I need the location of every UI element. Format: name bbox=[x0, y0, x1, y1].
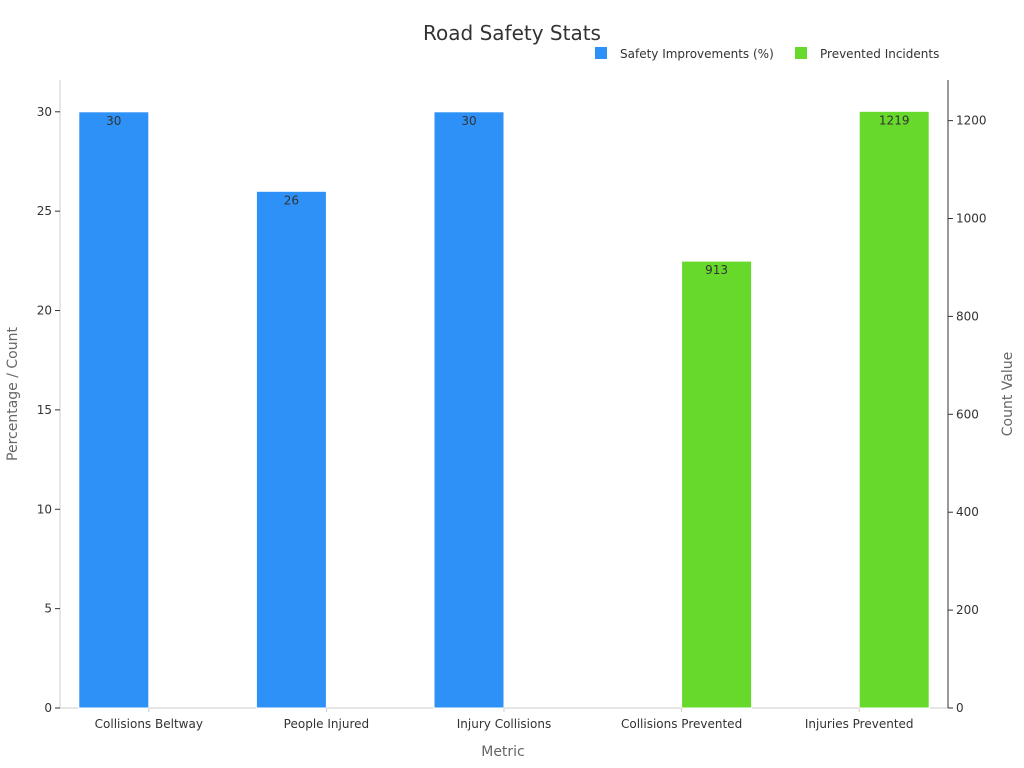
left-tick-label: 15 bbox=[37, 403, 52, 417]
bar-prevented-incidents-injuries-prevented bbox=[858, 110, 930, 709]
y-axis-title: Percentage / Count bbox=[5, 327, 21, 461]
bar-safety-improvements-collisions-beltway bbox=[78, 111, 150, 709]
right-axis-ticks: 0 200 400 600 800 1000 1200 bbox=[948, 114, 987, 715]
left-tick-label: 30 bbox=[37, 105, 52, 119]
x-tick-label: Collisions Beltway bbox=[95, 717, 203, 731]
bar-labels: 30 26 30 913 1219 bbox=[106, 113, 909, 277]
right-tick-label: 400 bbox=[956, 505, 979, 519]
legend-swatch-prevented-incidents bbox=[795, 47, 807, 59]
right-tick-label: 1000 bbox=[956, 212, 987, 226]
left-tick-label: 25 bbox=[37, 204, 52, 218]
right-tick-label: 800 bbox=[956, 309, 979, 323]
legend: Safety Improvements (%) Prevented Incide… bbox=[595, 47, 939, 61]
bar-value-label: 30 bbox=[106, 114, 121, 128]
x-tick-label: Collisions Prevented bbox=[621, 717, 742, 731]
left-tick-label: 5 bbox=[44, 602, 52, 616]
x-tick-label: Injuries Prevented bbox=[805, 717, 914, 731]
bar-value-label: 30 bbox=[461, 114, 476, 128]
left-tick-label: 20 bbox=[37, 304, 52, 318]
right-tick-label: 1200 bbox=[956, 114, 987, 128]
left-axis-ticks: 0 5 10 15 20 25 30 bbox=[37, 105, 60, 715]
right-tick-label: 200 bbox=[956, 603, 979, 617]
bar-value-label: 1219 bbox=[879, 113, 910, 127]
bar-safety-improvements-people-injured bbox=[255, 190, 327, 709]
bars bbox=[78, 110, 930, 709]
right-tick-label: 0 bbox=[956, 701, 964, 715]
legend-swatch-safety-improvements bbox=[595, 47, 607, 59]
bar-value-label: 26 bbox=[284, 193, 299, 207]
legend-label-safety-improvements: Safety Improvements (%) bbox=[620, 47, 774, 61]
x-axis-ticks: Collisions Beltway People Injured Injury C… bbox=[95, 708, 914, 731]
left-tick-label: 0 bbox=[44, 701, 52, 715]
x-tick-label: People Injured bbox=[284, 717, 369, 731]
right-tick-label: 600 bbox=[956, 407, 979, 421]
chart-title: Road Safety Stats bbox=[423, 21, 601, 45]
bar-safety-improvements-injury-collisions bbox=[433, 111, 505, 709]
y2-axis-title: Count Value bbox=[1000, 352, 1016, 436]
legend-label-prevented-incidents: Prevented Incidents bbox=[820, 47, 939, 61]
left-tick-label: 10 bbox=[37, 502, 52, 516]
bar-value-label: 913 bbox=[705, 263, 728, 277]
x-axis-title: Metric bbox=[481, 744, 525, 760]
bar-prevented-incidents-collisions-prevented bbox=[681, 260, 753, 709]
x-tick-label: Injury Collisions bbox=[457, 717, 551, 731]
